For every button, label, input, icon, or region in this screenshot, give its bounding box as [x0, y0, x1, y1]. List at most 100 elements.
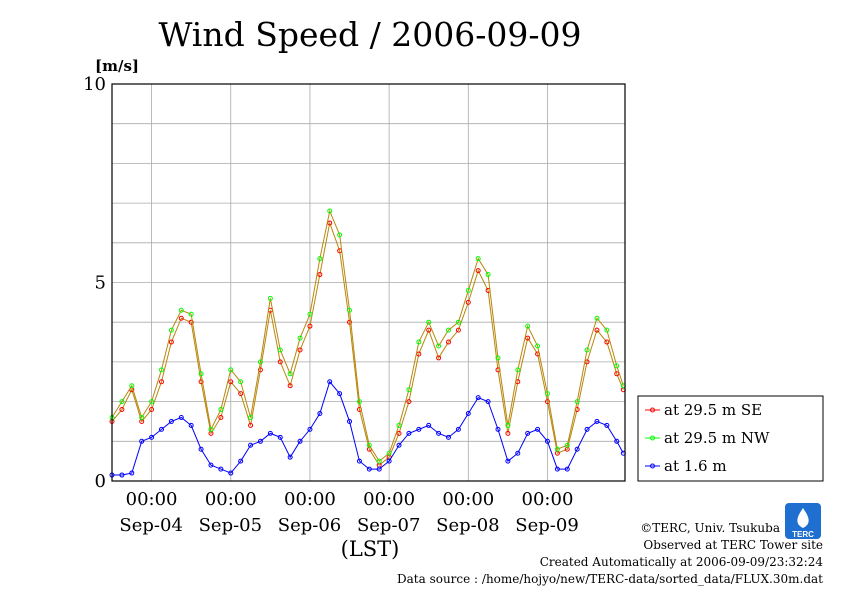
data-point	[139, 414, 145, 420]
x-tick-time-label: 00:00	[126, 489, 178, 510]
data-point	[426, 327, 432, 333]
data-point	[139, 438, 145, 444]
series-layer	[109, 208, 626, 478]
water-drop-icon	[797, 508, 809, 528]
data-point	[406, 387, 412, 393]
data-point	[307, 426, 313, 432]
data-point	[119, 407, 125, 413]
data-point	[406, 430, 412, 436]
data-point	[238, 391, 244, 397]
data-point	[149, 407, 155, 413]
data-point	[188, 422, 194, 428]
x-day-label: Sep-05	[199, 515, 263, 536]
data-point	[465, 299, 471, 305]
data-point	[594, 327, 600, 333]
series-line	[111, 209, 624, 462]
data-point	[337, 391, 343, 397]
data-point	[168, 418, 174, 424]
data-point	[168, 327, 174, 333]
data-point	[188, 311, 194, 317]
data-point	[495, 426, 501, 432]
data-point	[287, 454, 293, 460]
data-point	[564, 466, 570, 472]
data-point	[277, 347, 283, 353]
data-point	[396, 422, 402, 428]
data-point	[604, 339, 610, 345]
data-point	[297, 438, 303, 444]
series-1	[109, 220, 626, 468]
data-point	[257, 359, 263, 365]
legend-swatch-marker	[650, 463, 655, 469]
data-point	[416, 339, 422, 345]
series-line	[112, 380, 624, 476]
x-axis-label: (LST)	[341, 537, 400, 561]
data-point	[158, 367, 164, 373]
x-day-label: Sep-06	[278, 515, 342, 536]
axis-ticks: 0 5 10 00:00 Sep-04 00:00 Sep-05 00:00 Sep-06 00:…	[83, 74, 579, 536]
data-point	[119, 472, 125, 478]
data-point	[455, 327, 461, 333]
data-point	[495, 355, 501, 361]
data-point	[277, 434, 283, 440]
data-point	[218, 414, 224, 420]
data-point	[406, 399, 412, 405]
chart-title: Wind Speed / 2006-09-09	[158, 15, 581, 54]
data-point	[149, 399, 155, 405]
legend-label: at 29.5 m SE	[664, 401, 762, 419]
data-point	[376, 458, 382, 464]
data-point	[485, 399, 491, 405]
data-point	[416, 426, 422, 432]
data-point	[505, 430, 511, 436]
data-point	[248, 414, 254, 420]
data-point	[347, 319, 353, 325]
data-point	[228, 470, 234, 476]
data-point	[515, 367, 521, 373]
data-point	[248, 442, 254, 448]
data-point	[604, 327, 610, 333]
legend-label: at 1.6 m	[664, 457, 727, 475]
legend-label: at 29.5 m NW	[664, 429, 770, 447]
data-point	[544, 399, 550, 405]
data-point	[485, 272, 491, 278]
data-point	[218, 407, 224, 413]
data-point	[337, 232, 343, 238]
x-tick-time-label: 00:00	[442, 489, 494, 510]
grid-lines	[112, 84, 625, 481]
copyright-text: ©TERC, Univ. Tsukuba	[640, 521, 780, 535]
data-point	[525, 323, 531, 329]
data-point	[544, 391, 550, 397]
x-day-label: Sep-04	[119, 515, 183, 536]
legend-swatch-marker	[650, 435, 655, 441]
data-point	[317, 272, 323, 278]
data-point	[614, 371, 620, 377]
data-point	[248, 422, 254, 428]
data-point	[307, 323, 313, 329]
data-point	[327, 208, 333, 214]
data-point	[554, 446, 560, 452]
y-tick-label: 0	[95, 471, 106, 492]
data-point	[178, 315, 184, 321]
data-point	[614, 363, 620, 369]
data-point	[267, 295, 273, 301]
data-point	[584, 347, 590, 353]
data-point	[455, 319, 461, 325]
data-point	[475, 395, 481, 401]
series-2	[109, 208, 626, 464]
data-point	[218, 466, 224, 472]
data-point	[356, 458, 362, 464]
data-point	[119, 399, 125, 405]
data-point	[386, 458, 392, 464]
data-point	[564, 442, 570, 448]
data-point	[554, 466, 560, 472]
data-point	[347, 307, 353, 313]
data-point	[366, 466, 372, 472]
data-point	[446, 434, 452, 440]
source-text: Data source : /home/hojyo/new/TERC-data/…	[397, 572, 823, 586]
series-line	[111, 221, 624, 466]
data-point	[574, 446, 580, 452]
data-point	[129, 383, 135, 389]
data-point	[525, 335, 531, 341]
data-point	[436, 430, 442, 436]
data-point	[594, 418, 600, 424]
